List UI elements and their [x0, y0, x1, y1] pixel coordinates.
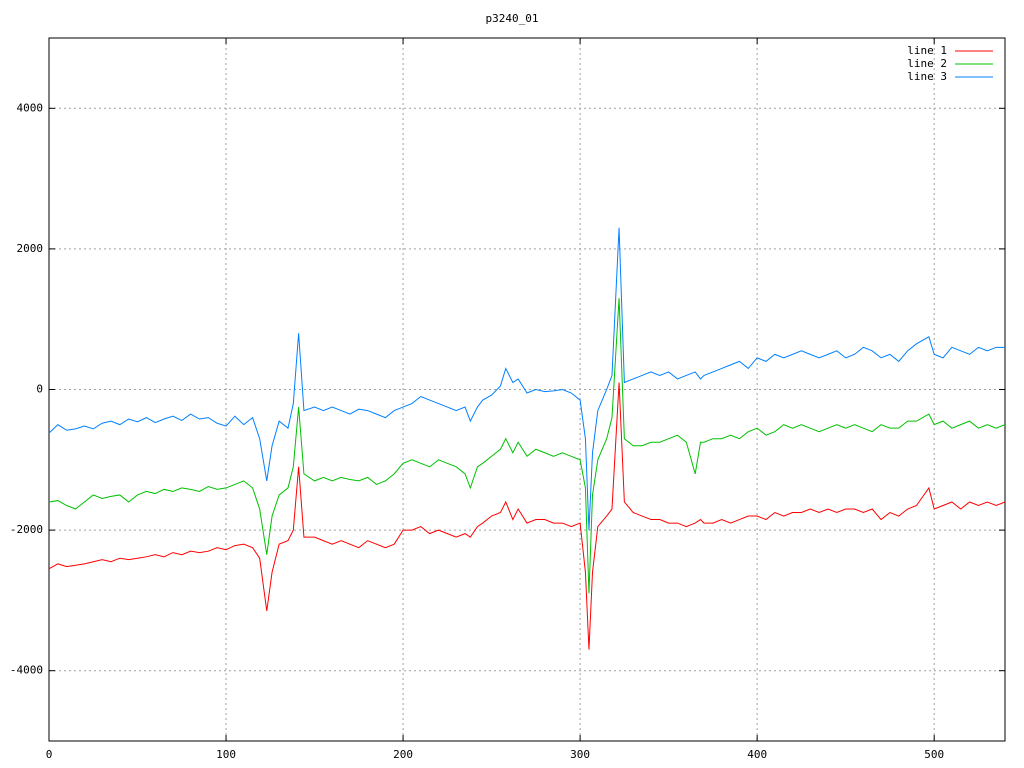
y-tick-label: 0 [36, 383, 43, 396]
legend-label: line 1 [907, 44, 947, 57]
x-tick-label: 400 [747, 748, 767, 761]
y-tick-label: 2000 [17, 242, 44, 255]
legend-label: line 3 [907, 70, 947, 83]
y-tick-label: -4000 [10, 664, 43, 677]
y-tick-label: 4000 [17, 101, 44, 114]
data-line [48, 298, 1006, 594]
chart-title: p3240_01 [486, 12, 539, 25]
legend-label: line 2 [907, 57, 947, 70]
x-tick-label: 300 [570, 748, 590, 761]
x-tick-label: 0 [46, 748, 53, 761]
data-line [48, 382, 1006, 650]
y-tick-label: -2000 [10, 523, 43, 536]
plot-frame [48, 37, 1006, 742]
x-tick-label: 500 [924, 748, 944, 761]
data-line [48, 227, 1005, 531]
x-tick-label: 200 [393, 748, 413, 761]
x-tick-label: 100 [216, 748, 236, 761]
